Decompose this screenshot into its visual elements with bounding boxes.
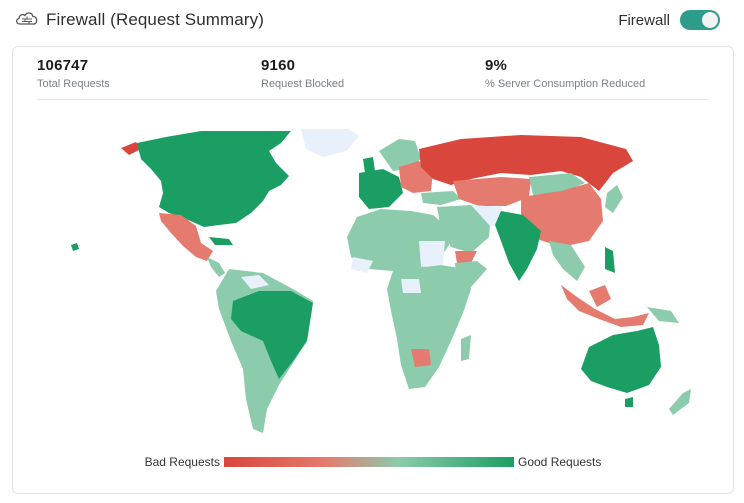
region-sahel-nodata[interactable]	[419, 241, 445, 267]
stat-consumption-reduced: 9% % Server Consumption Reduced	[485, 57, 709, 99]
region-south-africa-bad[interactable]	[411, 349, 431, 367]
region-alaska[interactable]	[121, 142, 141, 155]
region-central-asia[interactable]	[453, 177, 531, 206]
region-china[interactable]	[521, 183, 603, 247]
region-greenland[interactable]	[301, 129, 359, 157]
region-northern-south-america[interactable]	[241, 275, 269, 289]
region-western-europe[interactable]	[359, 169, 403, 209]
region-russia[interactable]	[419, 135, 633, 191]
firewall-icon	[14, 9, 40, 32]
region-central-africa[interactable]	[387, 265, 471, 389]
firewall-toggle-group: Firewall	[618, 10, 720, 30]
region-north-america[interactable]	[137, 131, 291, 227]
toggle-knob	[702, 12, 718, 28]
stat-total-requests: 106747 Total Requests	[37, 57, 261, 99]
stat-label: Request Blocked	[261, 78, 345, 90]
firewall-toggle[interactable]	[680, 10, 720, 30]
region-brazil[interactable]	[231, 291, 313, 379]
region-mongolia[interactable]	[529, 173, 585, 195]
region-malaysia-indonesia[interactable]	[561, 285, 649, 327]
region-scandinavia[interactable]	[379, 139, 421, 171]
region-caribbean[interactable]	[209, 237, 233, 245]
header: Firewall (Request Summary) Firewall	[14, 0, 720, 40]
legend-high-label: Good Requests	[518, 455, 602, 469]
region-arctic-islands[interactable]	[233, 147, 253, 161]
region-new-guinea[interactable]	[647, 307, 679, 323]
region-south-asia[interactable]	[495, 211, 541, 281]
stat-value: 9%	[485, 57, 508, 74]
region-uk[interactable]	[363, 157, 375, 173]
region-tasmania[interactable]	[625, 397, 633, 407]
stat-label: Total Requests	[37, 78, 110, 90]
stat-value: 9160	[261, 57, 296, 74]
region-australia[interactable]	[581, 327, 661, 393]
stats-row: 106747 Total Requests 9160 Request Block…	[37, 57, 709, 100]
region-west-africa-nodata[interactable]	[351, 257, 373, 273]
region-hawaii[interactable]	[71, 243, 79, 251]
region-new-zealand[interactable]	[669, 389, 691, 415]
firewall-toggle-label: Firewall	[618, 11, 670, 29]
region-horn-of-africa[interactable]	[455, 261, 487, 287]
page-title: Firewall (Request Summary)	[46, 10, 264, 29]
region-turkey[interactable]	[421, 191, 461, 205]
region-philippines[interactable]	[605, 247, 615, 273]
region-mexico[interactable]	[159, 213, 213, 261]
region-yemen-oman[interactable]	[455, 251, 477, 263]
world-map[interactable]	[13, 47, 733, 447]
stat-requests-blocked: 9160 Request Blocked	[261, 57, 485, 99]
summary-card: 106747 Total Requests 9160 Request Block…	[12, 46, 734, 494]
region-drc-nodata[interactable]	[401, 279, 421, 293]
region-borneo[interactable]	[589, 285, 611, 307]
region-madagascar[interactable]	[461, 335, 471, 361]
title-wrap: Firewall (Request Summary)	[14, 9, 264, 32]
legend-low-label: Bad Requests	[144, 455, 220, 469]
region-central-america[interactable]	[207, 257, 225, 277]
legend-color-scale	[224, 457, 514, 467]
region-middle-east[interactable]	[437, 205, 491, 253]
stat-label: % Server Consumption Reduced	[485, 78, 646, 90]
region-southeast-asia[interactable]	[549, 241, 585, 281]
stat-value: 106747	[37, 57, 89, 74]
map-legend: Bad Requests Good Requests	[13, 455, 733, 469]
region-japan[interactable]	[605, 185, 623, 213]
